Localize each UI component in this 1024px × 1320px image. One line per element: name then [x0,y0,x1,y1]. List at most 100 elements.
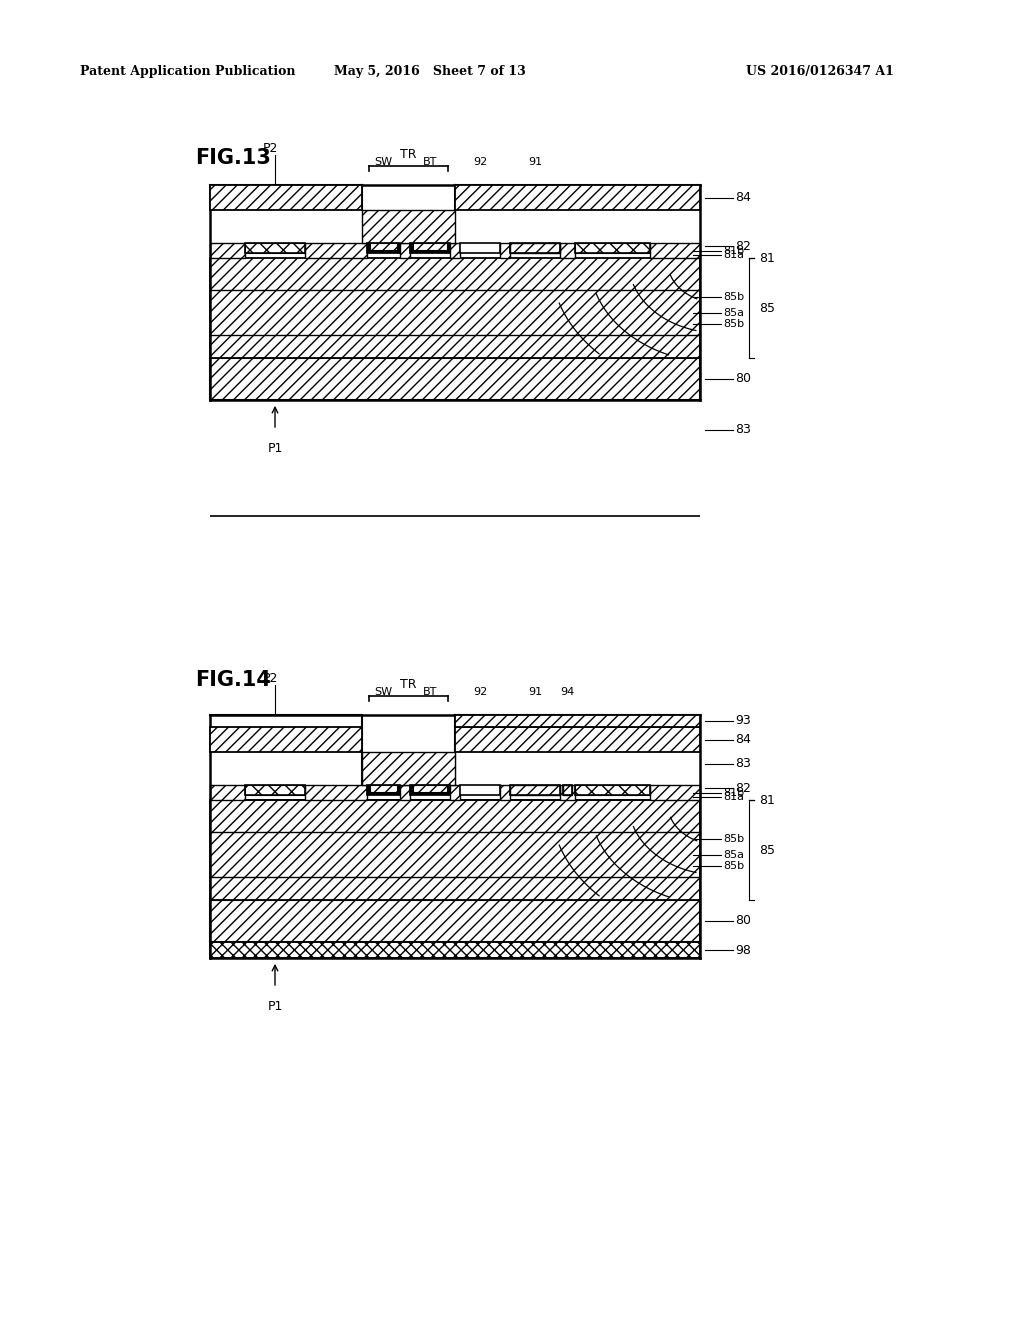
Text: 94: 94 [560,686,574,697]
Bar [210,800,700,900]
Bar [650,785,700,800]
Bar [563,785,572,795]
Text: 85b: 85b [723,292,744,301]
Text: 91: 91 [528,686,542,697]
Text: 84: 84 [735,733,751,746]
Bar [400,243,410,257]
Text: 84: 84 [735,191,751,205]
Bar [370,243,397,249]
Bar [460,785,500,795]
Bar [575,785,650,795]
Bar [367,792,400,795]
Bar [460,243,500,253]
Bar [455,727,700,752]
Text: P1: P1 [267,442,283,455]
Bar [210,785,245,800]
Bar [500,243,510,257]
Bar [575,243,650,253]
Bar [367,243,400,253]
Text: 82: 82 [735,239,751,252]
Bar [510,785,560,795]
Text: 85a: 85a [723,308,744,318]
Text: 85a: 85a [723,850,744,859]
Bar [210,358,700,400]
Bar [245,785,305,795]
Text: 81a: 81a [723,249,744,260]
Text: 81b: 81b [723,246,744,256]
Bar [410,243,450,253]
Text: 85b: 85b [723,833,744,843]
Bar [210,727,362,752]
Bar [367,249,400,253]
Bar [362,210,455,243]
Bar [447,785,450,795]
Bar [447,243,450,253]
Bar [210,900,700,942]
Text: 85: 85 [759,843,775,857]
Text: 81: 81 [759,252,775,264]
Bar [397,785,400,795]
Text: 93: 93 [735,714,751,727]
Bar [575,243,650,253]
Text: 83: 83 [735,424,751,437]
Bar [560,785,575,800]
Text: 83: 83 [735,758,751,770]
Text: Patent Application Publication: Patent Application Publication [80,66,296,78]
Text: 80: 80 [735,915,751,928]
Text: 91: 91 [528,157,542,168]
Bar [245,243,305,253]
Bar [510,243,560,253]
Bar [500,785,510,800]
Text: SW: SW [374,686,392,697]
Bar [413,785,447,792]
Text: BT: BT [423,157,437,168]
Text: 98: 98 [735,944,751,957]
Bar [400,785,410,800]
Text: P1: P1 [267,1001,283,1012]
Bar [367,243,370,253]
Text: TR: TR [399,148,416,161]
Bar [410,243,413,253]
Bar [410,785,450,795]
Bar [210,243,245,257]
Text: 81: 81 [759,793,775,807]
Text: 80: 80 [735,372,751,385]
Bar [245,243,305,253]
Text: 85b: 85b [723,319,744,329]
Bar [410,243,450,253]
Text: 81b: 81b [723,788,744,797]
Text: 92: 92 [473,686,487,697]
Bar [210,942,700,958]
Bar [413,243,447,249]
Bar [305,243,367,257]
Bar [367,785,370,795]
Bar [367,785,400,795]
Bar [510,243,560,253]
Bar [410,792,450,795]
Text: 85b: 85b [723,861,744,871]
Text: SW: SW [374,157,392,168]
Bar [510,785,560,795]
Text: 81a: 81a [723,792,744,801]
Bar [650,243,700,257]
Bar [245,785,305,795]
Bar [245,243,305,253]
Text: 85: 85 [759,301,775,314]
Bar [305,785,367,800]
Bar [450,785,460,800]
Bar [455,715,700,727]
Bar [410,785,450,795]
Bar [510,243,560,253]
Bar [397,243,400,253]
Bar [510,785,560,795]
Bar [210,257,700,358]
Bar [367,785,400,795]
Bar [575,785,650,795]
Bar [575,785,650,795]
Bar [367,243,400,253]
Bar [460,785,500,795]
Text: 92: 92 [473,157,487,168]
Bar [410,249,450,253]
Text: US 2016/0126347 A1: US 2016/0126347 A1 [746,66,894,78]
Text: P2: P2 [262,672,278,685]
